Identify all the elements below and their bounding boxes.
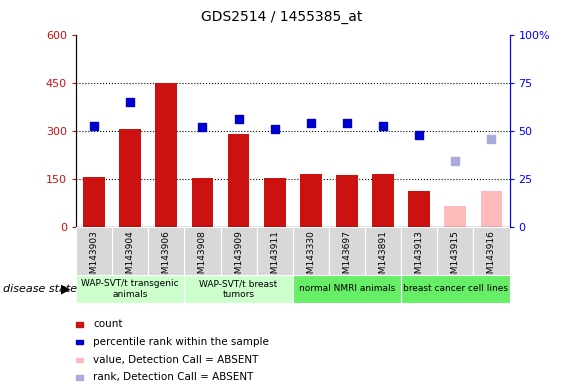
Text: WAP-SVT/t transgenic
animals: WAP-SVT/t transgenic animals [82, 279, 179, 299]
Text: GSM143330: GSM143330 [306, 230, 315, 285]
Bar [300, 174, 321, 227]
Text: WAP-SVT/t breast
tumors: WAP-SVT/t breast tumors [199, 279, 278, 299]
Point [487, 136, 496, 142]
Text: GSM143916: GSM143916 [487, 230, 496, 285]
Bar [293, 227, 329, 275]
Bar [148, 227, 185, 275]
Text: GSM143697: GSM143697 [342, 230, 351, 285]
Text: GSM143913: GSM143913 [415, 230, 424, 285]
Bar [185, 227, 221, 275]
Bar [112, 227, 148, 275]
Text: normal NMRI animals: normal NMRI animals [299, 285, 395, 293]
Text: GSM143911: GSM143911 [270, 230, 279, 285]
Bar [481, 191, 502, 227]
Bar [119, 129, 141, 227]
Text: percentile rank within the sample: percentile rank within the sample [93, 337, 269, 347]
Bar [473, 227, 510, 275]
Bar [293, 275, 401, 303]
Text: ▶: ▶ [61, 283, 70, 295]
Bar [336, 175, 358, 227]
Bar [155, 83, 177, 227]
Text: value, Detection Call = ABSENT: value, Detection Call = ABSENT [93, 355, 258, 365]
Bar [401, 227, 437, 275]
Point [306, 119, 315, 126]
Text: count: count [93, 319, 122, 329]
Point [198, 124, 207, 131]
Bar [221, 227, 257, 275]
Text: GSM143908: GSM143908 [198, 230, 207, 285]
Bar [76, 275, 185, 303]
Text: breast cancer cell lines: breast cancer cell lines [403, 285, 508, 293]
Bar [445, 206, 466, 227]
Text: GSM143891: GSM143891 [378, 230, 387, 285]
Text: GSM143915: GSM143915 [451, 230, 460, 285]
Point [415, 132, 424, 139]
Bar [264, 178, 285, 227]
Point [378, 123, 387, 129]
Point [126, 99, 135, 105]
Bar [83, 177, 105, 227]
Text: rank, Detection Call = ABSENT: rank, Detection Call = ABSENT [93, 372, 253, 382]
Bar [401, 275, 510, 303]
Point [342, 119, 351, 126]
Text: disease state: disease state [3, 284, 77, 294]
Bar [408, 191, 430, 227]
Bar [437, 227, 473, 275]
Text: GSM143904: GSM143904 [126, 230, 135, 285]
Text: GDS2514 / 1455385_at: GDS2514 / 1455385_at [201, 10, 362, 23]
Bar [372, 174, 394, 227]
Bar [257, 227, 293, 275]
Text: GSM143906: GSM143906 [162, 230, 171, 285]
Point [90, 123, 99, 129]
Bar [191, 178, 213, 227]
Point [234, 116, 243, 122]
Bar [329, 227, 365, 275]
Text: GSM143909: GSM143909 [234, 230, 243, 285]
Point [270, 126, 279, 132]
Bar [228, 134, 249, 227]
Bar [185, 275, 293, 303]
Bar [76, 227, 112, 275]
Point [451, 158, 460, 164]
Text: GSM143903: GSM143903 [90, 230, 99, 285]
Bar [365, 227, 401, 275]
